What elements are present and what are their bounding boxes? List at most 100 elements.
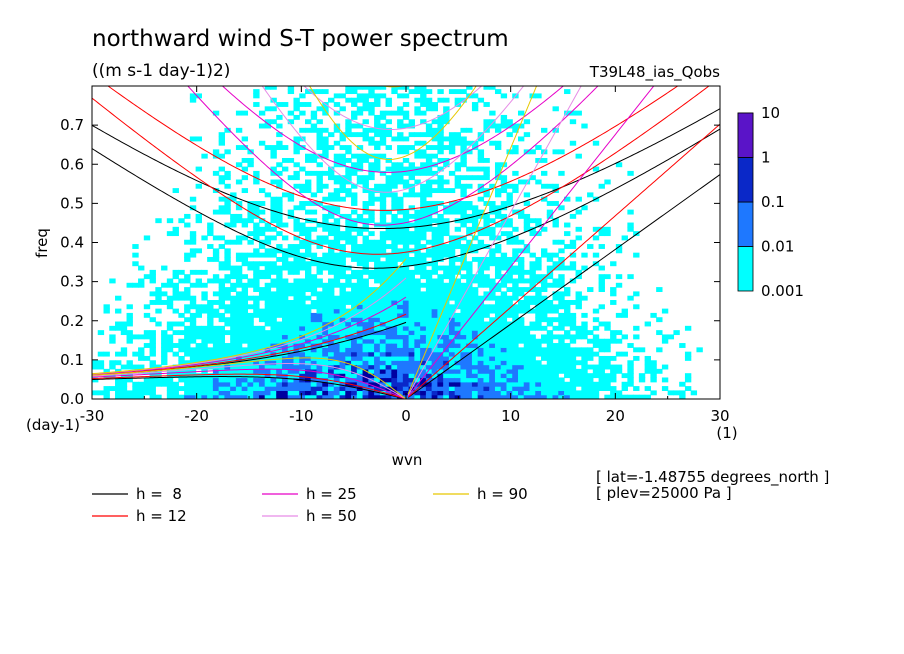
field-cell bbox=[517, 239, 525, 245]
field-cell bbox=[310, 282, 318, 288]
field-cell bbox=[431, 351, 438, 357]
field-cell bbox=[408, 312, 415, 318]
field-cell bbox=[270, 386, 277, 391]
field-cell bbox=[523, 295, 531, 301]
field-cell bbox=[97, 364, 105, 370]
field-cell bbox=[351, 343, 358, 348]
field-cell bbox=[258, 394, 266, 399]
field-cell bbox=[345, 89, 352, 95]
field-cell bbox=[454, 338, 462, 344]
field-cell bbox=[489, 317, 496, 323]
field-cell bbox=[103, 308, 110, 314]
field-cell bbox=[253, 330, 260, 336]
field-cell bbox=[477, 188, 485, 194]
field-cell bbox=[454, 132, 462, 138]
field-cell bbox=[408, 123, 415, 129]
field-cell bbox=[195, 381, 202, 387]
field-cell bbox=[454, 312, 462, 318]
field-cell bbox=[558, 295, 565, 301]
field-cell bbox=[523, 192, 531, 198]
field-cell bbox=[230, 394, 237, 399]
field-cell bbox=[494, 127, 502, 133]
field-cell bbox=[362, 334, 369, 340]
field-cell bbox=[512, 338, 519, 344]
field-cell bbox=[397, 334, 404, 340]
field-cell bbox=[512, 170, 519, 176]
field-cell bbox=[402, 222, 410, 228]
field-cell bbox=[598, 355, 605, 361]
field-cell bbox=[494, 205, 502, 211]
field-cell bbox=[328, 321, 335, 327]
field-cell bbox=[604, 360, 611, 366]
field-cell bbox=[506, 231, 513, 237]
field-cell bbox=[535, 325, 542, 331]
field-cell bbox=[287, 325, 295, 331]
field-cell bbox=[638, 394, 646, 399]
field-cell bbox=[581, 321, 588, 327]
field-cell bbox=[339, 282, 346, 288]
field-cell bbox=[379, 136, 387, 142]
field-cell bbox=[212, 368, 220, 374]
field-cell bbox=[437, 377, 444, 383]
field-cell bbox=[224, 343, 231, 348]
field-cell bbox=[362, 343, 369, 348]
field-cell bbox=[656, 347, 663, 353]
field-cell bbox=[379, 248, 387, 254]
field-cell bbox=[425, 360, 433, 366]
field-cell bbox=[391, 304, 398, 310]
field-cell bbox=[420, 86, 427, 90]
field-cell bbox=[523, 201, 531, 206]
field-cell bbox=[224, 222, 231, 228]
field-cell bbox=[281, 256, 289, 262]
field-cell bbox=[587, 373, 594, 379]
field-cell bbox=[276, 269, 283, 275]
field-cell bbox=[132, 252, 139, 258]
note-plev: [ plev=25000 Pa ] bbox=[596, 484, 732, 502]
field-cell bbox=[408, 325, 415, 331]
field-cell bbox=[322, 106, 329, 112]
field-cell bbox=[356, 347, 364, 353]
field-cell bbox=[644, 368, 651, 374]
field-cell bbox=[115, 390, 122, 396]
field-cell bbox=[512, 355, 519, 361]
note-lat: [ lat=-1.48755 degrees_north ] bbox=[596, 468, 829, 487]
field-cell bbox=[448, 330, 456, 336]
field-cell bbox=[679, 381, 686, 387]
field-cell bbox=[189, 235, 197, 241]
field-cell bbox=[241, 222, 249, 228]
field-cell bbox=[362, 295, 369, 301]
field-cell bbox=[368, 269, 375, 275]
field-cell bbox=[466, 334, 473, 340]
field-cell bbox=[391, 360, 398, 366]
field-cell bbox=[460, 256, 467, 262]
field-cell bbox=[506, 347, 513, 353]
field-cell bbox=[385, 188, 392, 194]
field-cell bbox=[184, 330, 191, 336]
field-cell bbox=[362, 386, 369, 391]
field-cell bbox=[305, 170, 312, 176]
field-cell bbox=[391, 373, 398, 379]
field-cell bbox=[368, 102, 375, 107]
field-cell bbox=[494, 287, 502, 292]
field-cell bbox=[322, 183, 329, 189]
field-cell bbox=[477, 166, 485, 172]
field-cell bbox=[218, 153, 226, 159]
field-cell bbox=[230, 381, 237, 387]
inertia-gravity-n1-curve bbox=[92, 128, 720, 269]
field-cell bbox=[305, 360, 312, 366]
field-cell bbox=[230, 347, 237, 353]
field-cell bbox=[448, 351, 456, 357]
field-cell bbox=[281, 300, 289, 305]
field-cell bbox=[500, 213, 508, 219]
field-cell bbox=[368, 162, 375, 168]
field-cell bbox=[494, 381, 502, 387]
field-cell bbox=[172, 291, 179, 297]
field-cell bbox=[437, 317, 444, 323]
field-cell bbox=[621, 351, 628, 357]
field-cell bbox=[247, 373, 254, 379]
field-cell bbox=[281, 338, 289, 344]
field-cell bbox=[339, 304, 346, 310]
field-cell bbox=[397, 132, 404, 138]
field-cell bbox=[437, 239, 444, 245]
field-cell bbox=[425, 162, 433, 168]
